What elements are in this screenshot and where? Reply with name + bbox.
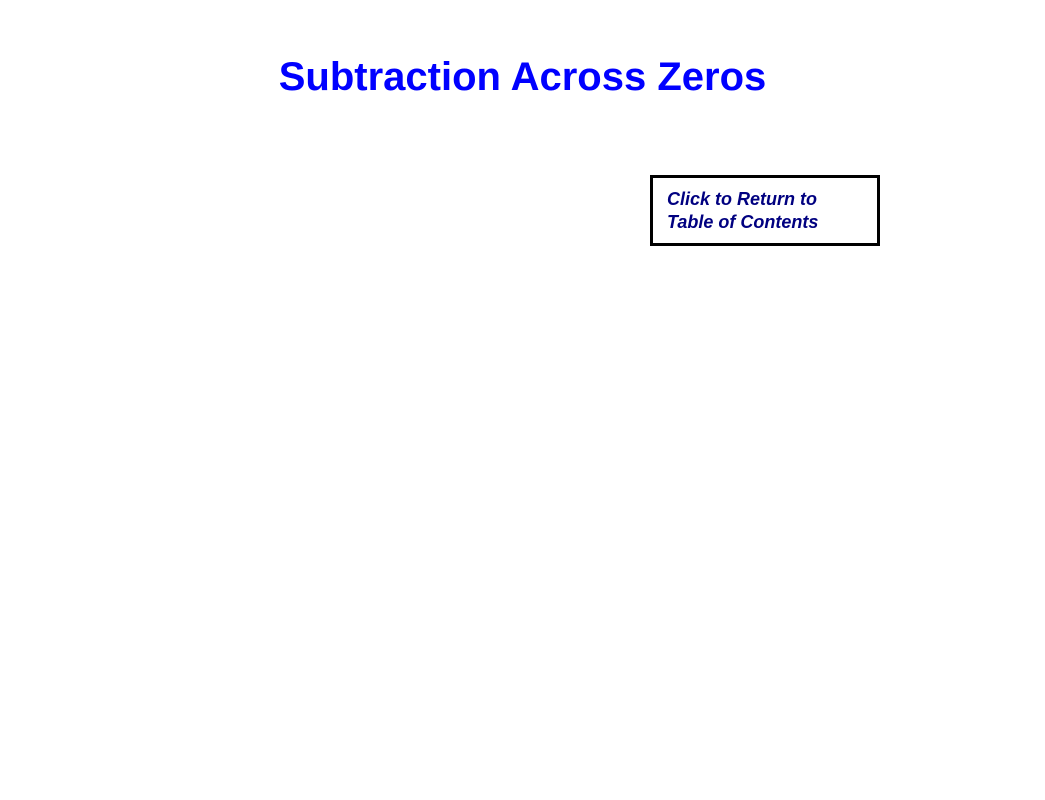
return-to-toc-button[interactable]: Click to Return to Table of Contents — [650, 175, 880, 246]
toc-button-line1: Click to Return to — [667, 188, 863, 211]
toc-button-line2: Table of Contents — [667, 211, 863, 234]
page-title: Subtraction Across Zeros — [0, 55, 1045, 100]
